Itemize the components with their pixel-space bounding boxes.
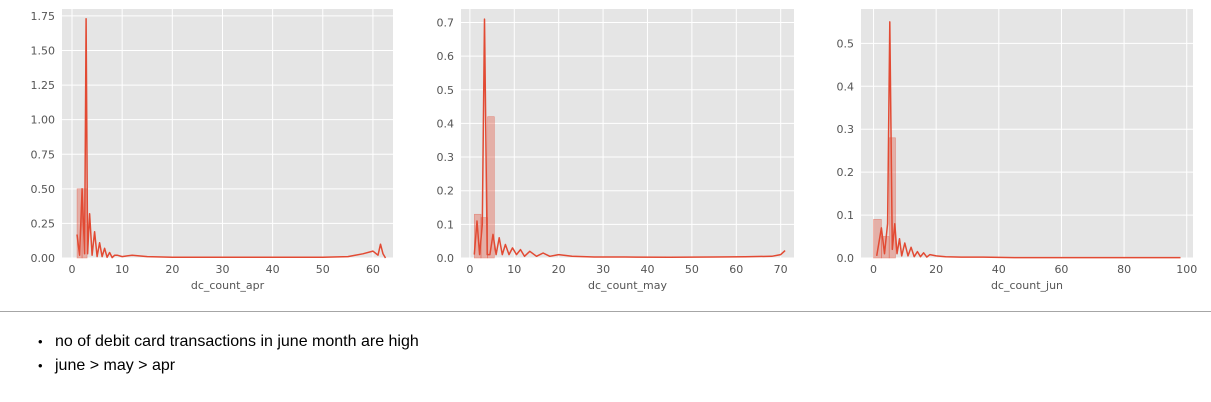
y-tick-label: 1.75 — [31, 10, 56, 23]
note-item: • june > may > apr — [38, 354, 419, 378]
x-tick-label: 60 — [1054, 263, 1068, 276]
y-tick-label: 0.75 — [31, 148, 56, 161]
x-tick-label: 10 — [507, 263, 521, 276]
x-tick-label: 40 — [640, 263, 654, 276]
y-tick-label: 0.4 — [437, 117, 455, 130]
y-tick-label: 0.5 — [837, 37, 855, 50]
bullet-icon: • — [38, 358, 43, 373]
y-tick-label: 0.2 — [837, 166, 855, 179]
y-tick-label: 0.1 — [437, 218, 455, 231]
x-tick-label: 0 — [466, 263, 473, 276]
note-item: • no of debit card transactions in june … — [38, 330, 419, 354]
note-text: june > may > apr — [55, 357, 176, 374]
bullet-icon: • — [38, 334, 43, 349]
charts-area: 0 10 20 30 40 50 600.000.250.500.751.001.251.5… — [31, 9, 1197, 292]
kde-line — [875, 21, 1181, 259]
y-tick-label: 0.5 — [437, 84, 455, 97]
x-tick-label: 20 — [929, 263, 943, 276]
y-tick-label: 0.3 — [437, 151, 455, 164]
x-tick-label: 100 — [1176, 263, 1197, 276]
x-tick-label: 70 — [774, 263, 788, 276]
note-text: no of debit card transactions in june mo… — [55, 333, 419, 350]
x-tick-label: 40 — [266, 263, 280, 276]
y-tick-label: 0.50 — [31, 183, 56, 196]
y-tick-label: 0.4 — [837, 80, 855, 93]
plot-panel — [861, 9, 1193, 258]
x-tick-label: 0 — [69, 263, 76, 276]
y-tick-label: 0.7 — [437, 16, 455, 29]
plot-panel — [62, 9, 393, 258]
y-tick-label: 0.6 — [437, 50, 455, 63]
x-tick-label: 30 — [596, 263, 610, 276]
x-tick-label: 20 — [165, 263, 179, 276]
kde-line — [76, 17, 387, 259]
x-axis-label: dc_count_jun — [991, 279, 1063, 292]
y-tick-label: 0.00 — [31, 252, 56, 265]
x-tick-label: 40 — [992, 263, 1006, 276]
plot-panel — [461, 9, 794, 258]
y-tick-label: 0.0 — [837, 252, 855, 265]
y-tick-label: 1.25 — [31, 79, 56, 92]
x-tick-label: 20 — [552, 263, 566, 276]
x-tick-label: 50 — [316, 263, 330, 276]
x-tick-label: 60 — [366, 263, 380, 276]
x-tick-label: 0 — [870, 263, 877, 276]
x-axis-label: dc_count_apr — [191, 279, 265, 292]
histogram-bar — [487, 116, 495, 259]
section-divider — [0, 311, 1211, 312]
y-tick-label: 0.3 — [837, 123, 855, 136]
y-tick-label: 1.00 — [31, 114, 56, 127]
x-tick-label: 50 — [685, 263, 699, 276]
x-tick-label: 30 — [215, 263, 229, 276]
y-tick-label: 1.50 — [31, 45, 56, 58]
y-tick-label: 0.2 — [437, 185, 455, 198]
kde-line — [473, 18, 786, 259]
x-tick-label: 10 — [115, 263, 129, 276]
x-tick-label: 80 — [1117, 263, 1131, 276]
y-tick-label: 0.0 — [437, 252, 455, 265]
y-tick-label: 0.25 — [31, 217, 56, 230]
notes-list: • no of debit card transactions in june … — [38, 330, 419, 378]
x-axis-label: dc_count_may — [588, 279, 668, 292]
x-tick-label: 60 — [729, 263, 743, 276]
y-tick-label: 0.1 — [837, 209, 855, 222]
